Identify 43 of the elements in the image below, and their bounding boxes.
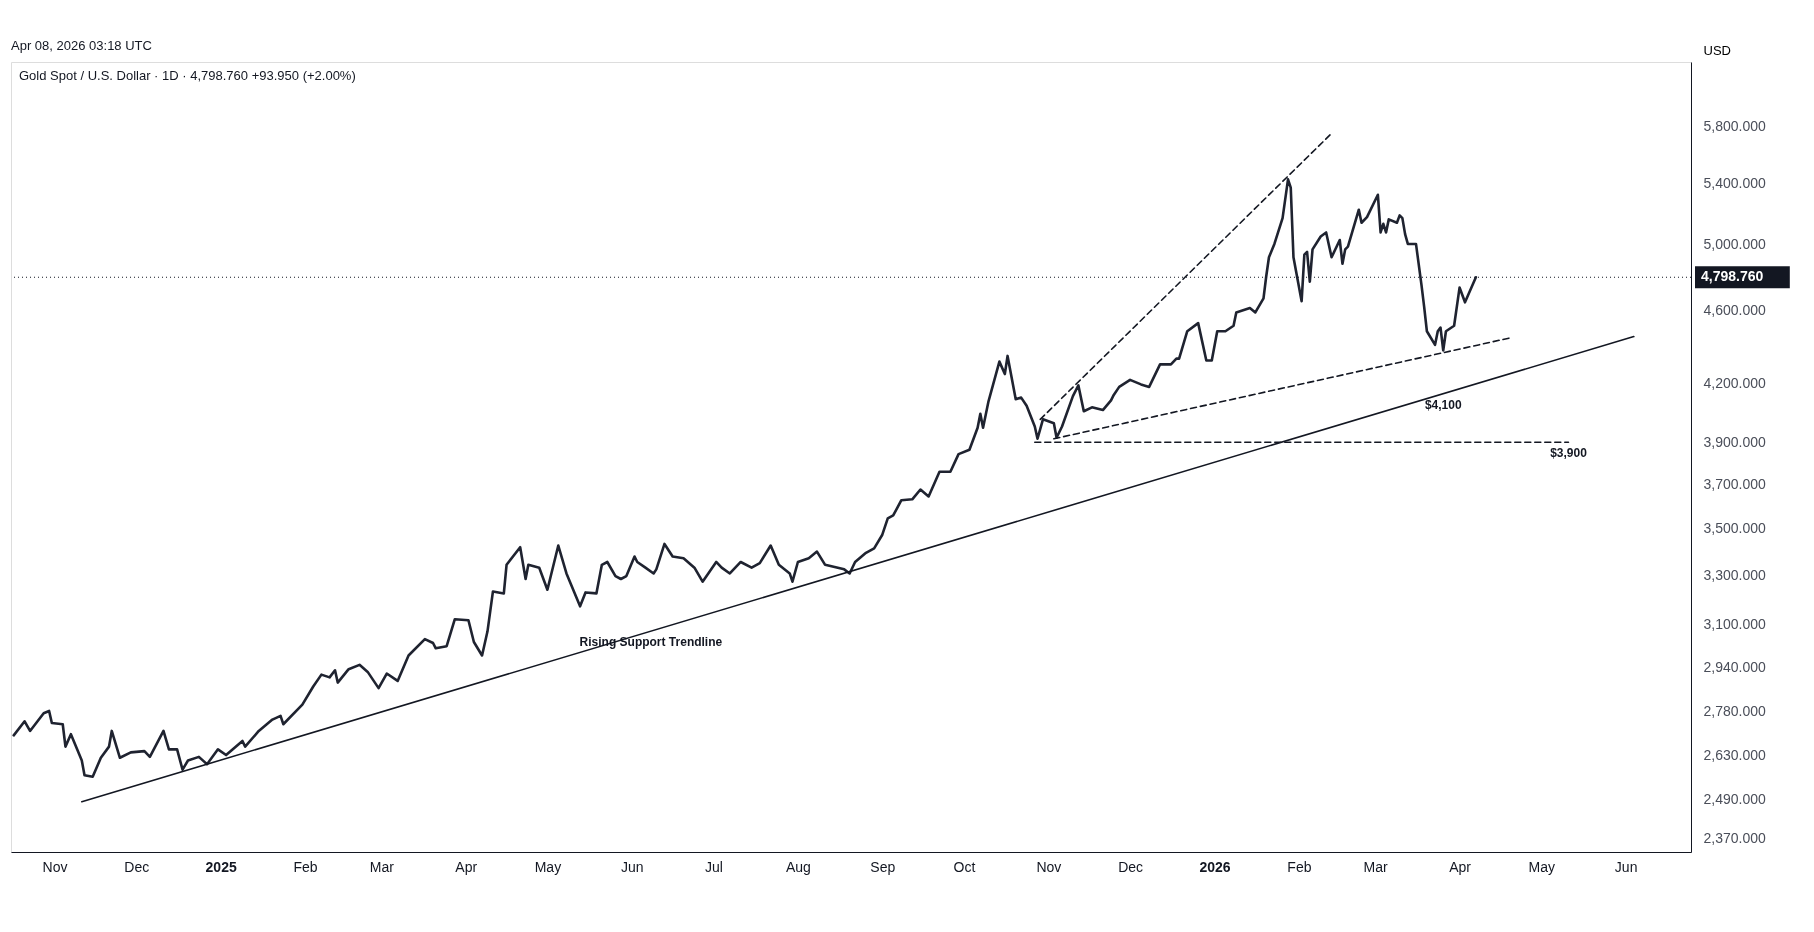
x-tick-label: 2025 — [205, 858, 237, 875]
x-tick-label: Oct — [953, 858, 976, 875]
x-tick-label: Apr — [1449, 858, 1472, 875]
annotation: $3,900 — [1550, 446, 1588, 461]
y-tick-label: 3,500.000 — [1703, 519, 1766, 536]
y-tick-label: 4,200.000 — [1703, 374, 1766, 391]
y-tick-label: 2,630.000 — [1703, 747, 1766, 764]
x-tick-label: Dec — [124, 858, 150, 875]
y-tick-label: 4,600.000 — [1703, 302, 1766, 319]
x-tick-label: Jun — [1614, 858, 1638, 875]
y-tick-label: 2,370.000 — [1703, 829, 1766, 846]
annotation: Rising Support Trendline — [579, 635, 723, 650]
text: Apr 08, 2026 03:18 UTC — [11, 38, 152, 53]
x-tick-label: Nov — [42, 858, 68, 875]
annotation: $4,100 — [1424, 397, 1462, 412]
x-tick-label: 2026 — [1199, 858, 1231, 875]
x-tick-label: Nov — [1036, 858, 1062, 875]
x-tick-label: Apr — [455, 858, 478, 875]
x-tick-label: Feb — [293, 858, 318, 875]
x-tick-label: May — [1528, 858, 1555, 875]
y-tick-label: 3,900.000 — [1703, 433, 1766, 450]
x-tick-label: Mar — [1363, 858, 1389, 875]
y-tick-label: 5,400.000 — [1703, 174, 1766, 191]
x-tick-label: May — [534, 858, 562, 875]
line-series — [12, 178, 1478, 779]
y-tick-label: 3,300.000 — [1703, 566, 1766, 583]
x-tick-label: Dec — [1118, 858, 1144, 875]
y-tick-label: 5,800.000 — [1703, 118, 1766, 135]
y-tick-label: 5,000.000 — [1703, 236, 1766, 253]
ref-line-label: 4,798.760 — [1701, 268, 1764, 285]
y-tick-label: 2,940.000 — [1703, 658, 1766, 675]
y-axis-title: USD — [1703, 42, 1731, 58]
y-tick-label: 3,700.000 — [1703, 475, 1766, 492]
x-tick-label: Feb — [1287, 858, 1312, 875]
y-tick-label: 3,100.000 — [1703, 616, 1766, 633]
chart-title: Gold Spot / U.S. Dollar · 1D · 4,798.760 +93.950 (+2.00%) — [19, 68, 356, 83]
x-tick-label: Aug — [785, 858, 811, 875]
x-tick-label: Mar — [369, 858, 395, 875]
y-tick-label: 2,490.000 — [1703, 790, 1766, 807]
x-tick-label: Jun — [621, 858, 644, 875]
x-tick-label: Jul — [705, 858, 723, 875]
y-tick-label: 2,780.000 — [1703, 703, 1766, 720]
x-tick-label: Sep — [870, 858, 896, 875]
